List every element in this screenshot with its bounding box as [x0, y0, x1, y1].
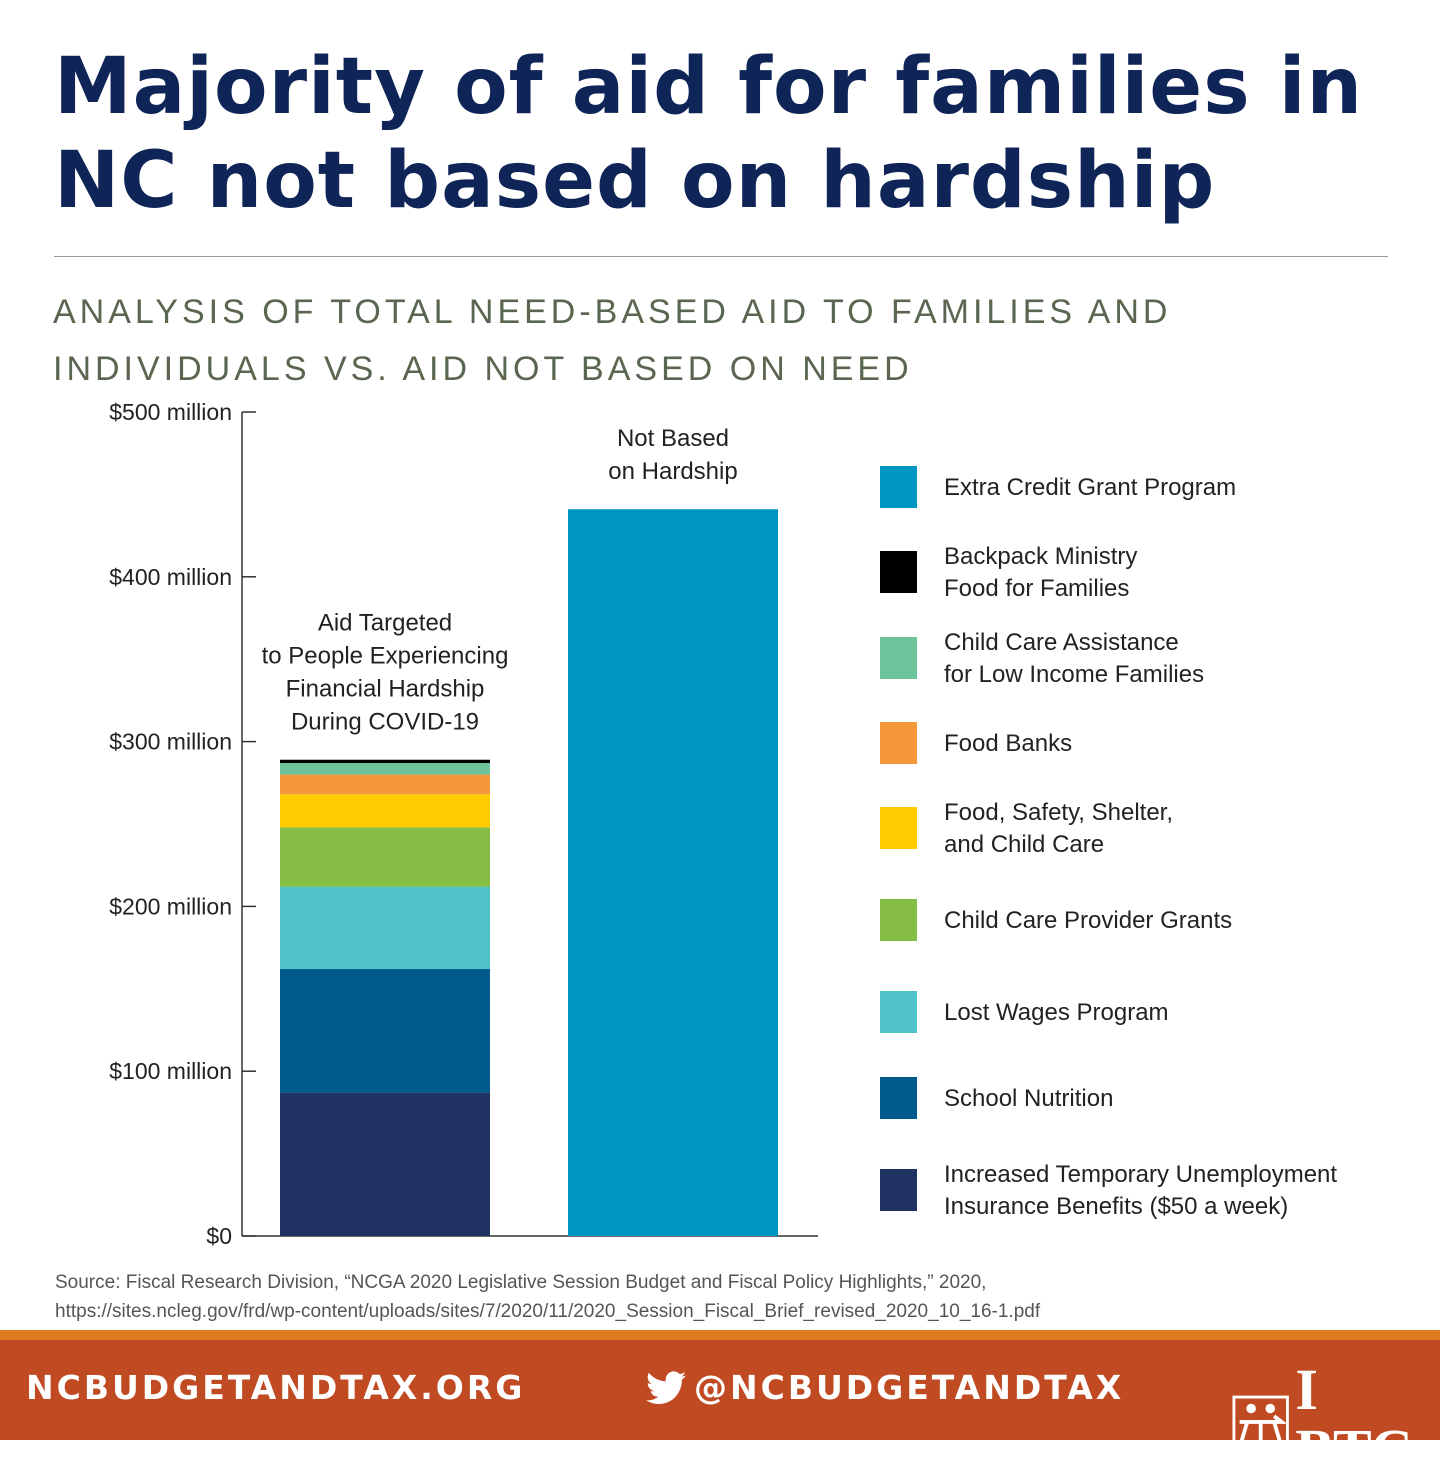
title-divider	[54, 256, 1388, 257]
source-note: Source: Fiscal Research Division, “NCGA …	[55, 1268, 1395, 1326]
stacked-bar-chart: $0 $100 million $200 million $300 million $4…	[109, 399, 1337, 1249]
bar-segment	[280, 763, 490, 775]
legend-label: Child Care Provider Grants	[944, 907, 1232, 934]
bar-annotation: Financial Hardship	[286, 676, 485, 703]
legend-swatch	[880, 1169, 917, 1211]
bar-segment	[568, 509, 778, 1236]
source-citation: Source: Fiscal Research Division, “NCGA …	[55, 1272, 987, 1293]
website-link[interactable]: NCBUDGETANDTAX.ORG	[26, 1368, 526, 1407]
y-tick-label: $500 million	[109, 399, 232, 425]
legend-swatch	[880, 637, 917, 679]
y-tick-label: $400 million	[109, 564, 232, 590]
bar-annotation: on Hardship	[608, 458, 737, 485]
bar-annotation: Not Based	[617, 425, 729, 452]
legend-swatch	[880, 466, 917, 508]
legend-swatch	[880, 551, 917, 593]
footer-stripe	[0, 1330, 1440, 1340]
legend-label: Extra Credit Grant Program	[944, 474, 1236, 501]
legend-label: Food Banks	[944, 730, 1072, 757]
y-tick-label: $100 million	[109, 1058, 232, 1084]
legend-label: Lost Wages Program	[944, 999, 1169, 1026]
bar-segment	[280, 886, 490, 970]
btc-logo: I BTC	[1232, 1360, 1440, 1480]
bar-segment	[280, 1092, 490, 1236]
chart-title: Majority of aid for families in NC not b…	[54, 42, 1364, 226]
legend-label: and Child Care	[944, 831, 1104, 858]
legend-label: Insurance Benefits ($50 a week)	[944, 1193, 1288, 1220]
bar-segment	[280, 969, 490, 1093]
legend-swatch	[880, 722, 917, 764]
bar-segment	[280, 759, 490, 764]
bar-annotation: Aid Targeted	[318, 610, 452, 637]
bar-segment	[280, 827, 490, 887]
legend-swatch	[880, 807, 917, 849]
legend-label: School Nutrition	[944, 1085, 1113, 1112]
bar-annotation: to People Experiencing	[262, 643, 509, 670]
twitter-handle: @NCBUDGETANDTAX	[694, 1368, 1125, 1407]
legend-label: for Low Income Families	[944, 661, 1204, 688]
bar-segment	[280, 774, 490, 795]
twitter-link[interactable]: @NCBUDGETANDTAX	[646, 1368, 1124, 1407]
legend-label: Food for Families	[944, 575, 1129, 602]
legend-label: Food, Safety, Shelter,	[944, 799, 1173, 826]
legend-swatch	[880, 991, 917, 1033]
y-tick-label: $300 million	[109, 729, 232, 755]
legend-label: Child Care Assistance	[944, 629, 1179, 656]
legend-label: Increased Temporary Unemployment	[944, 1161, 1337, 1188]
source-url[interactable]: https://sites.ncleg.gov/frd/wp-content/u…	[55, 1301, 1041, 1322]
legend-swatch	[880, 899, 917, 941]
bar-annotation: During COVID-19	[291, 709, 479, 736]
footer-bar: NCBUDGETANDTAX.ORG @NCBUDGETANDTAX I BTC	[0, 1340, 1440, 1480]
twitter-bird-icon	[646, 1370, 686, 1404]
bar-segment	[280, 794, 490, 828]
chart-subtitle: ANALYSIS OF TOTAL NEED-BASED AID TO FAMI…	[53, 293, 1172, 388]
brand-name: I BTC	[1295, 1357, 1412, 1482]
legend-label: Backpack Ministry	[944, 543, 1137, 570]
legend-swatch	[880, 1077, 917, 1119]
y-tick-label: $200 million	[109, 893, 232, 919]
y-tick-label: $0	[206, 1223, 232, 1249]
